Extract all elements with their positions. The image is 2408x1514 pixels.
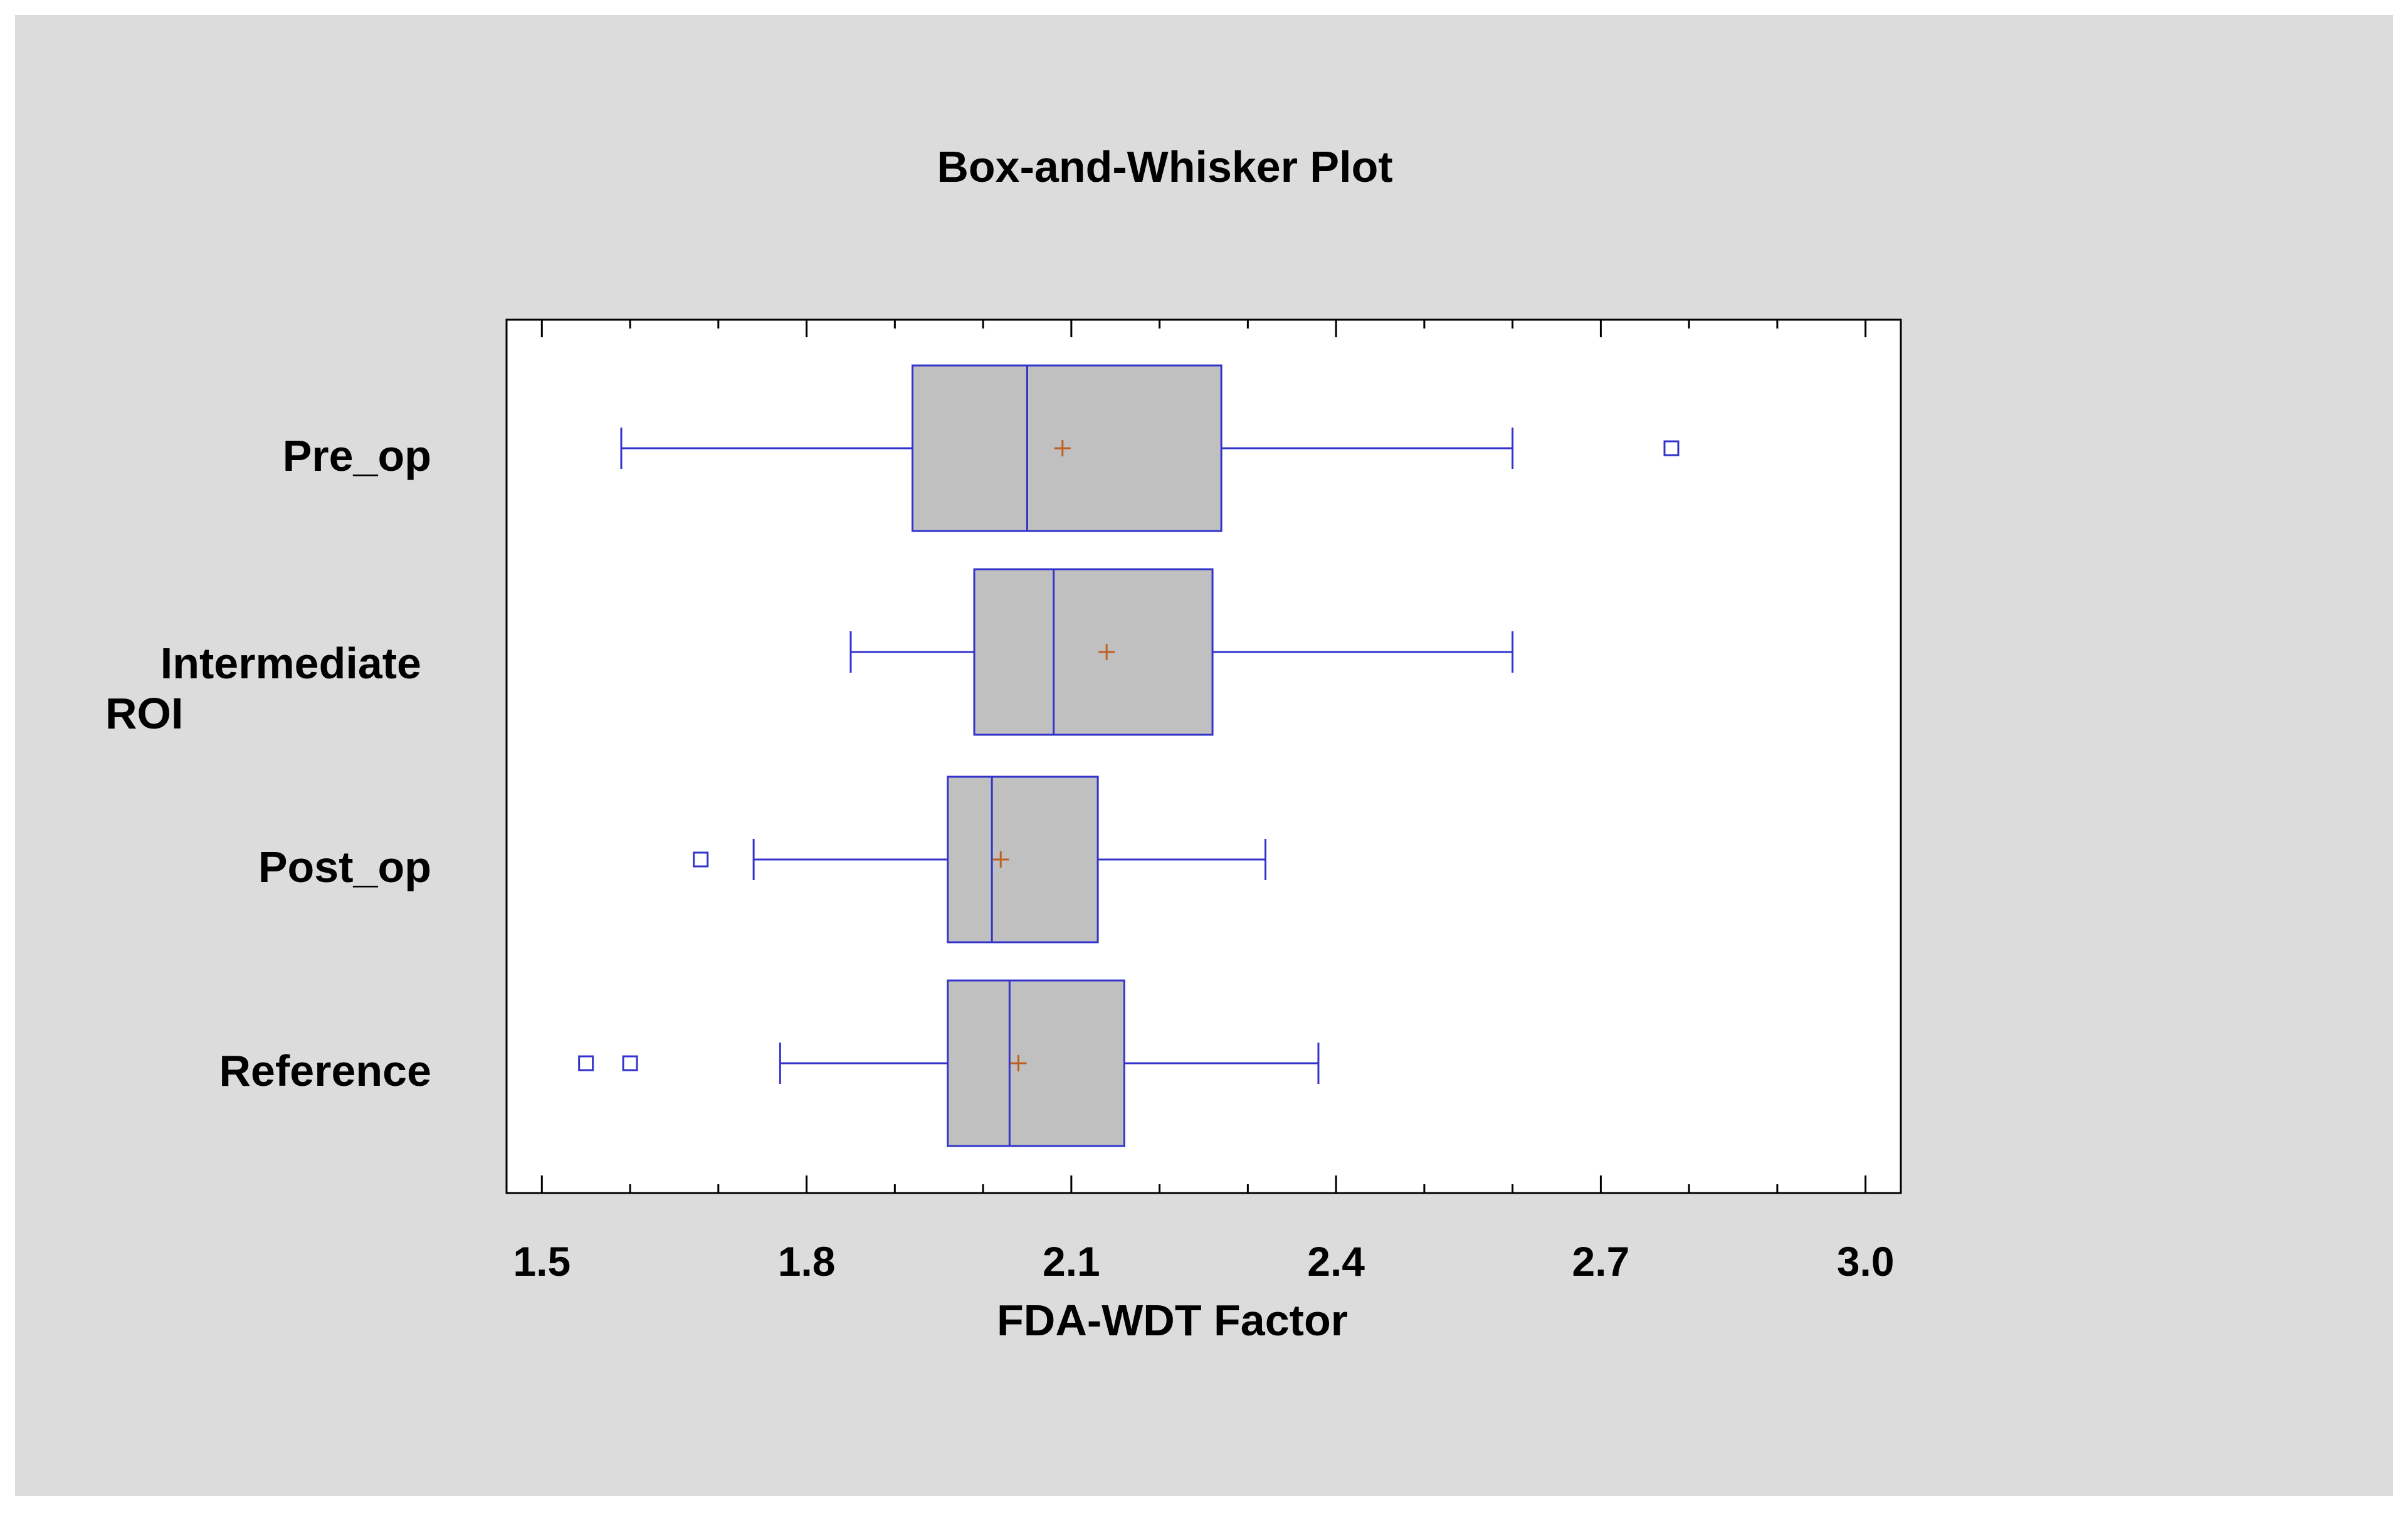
outlier-point (578, 1055, 594, 1071)
box-group (693, 775, 1267, 944)
x-axis-title: FDA-WDT Factor (997, 1296, 1348, 1345)
box-group (578, 979, 1320, 1147)
x-tick-labels: 1.5 1.8 2.1 2.4 2.7 3.0 (513, 1238, 1894, 1285)
x-tick-label: 1.8 (778, 1238, 836, 1285)
boxes-layer (578, 364, 1680, 1147)
x-tick-label: 2.4 (1307, 1238, 1365, 1285)
box-iqr (947, 979, 1125, 1147)
box-iqr (947, 775, 1099, 944)
axis-ticks (540, 320, 1867, 1193)
outlier-point (622, 1055, 638, 1071)
category-label-line1: Intermediate (160, 639, 421, 688)
x-tick-label: 2.1 (1043, 1238, 1100, 1285)
outlier-point (1663, 440, 1680, 456)
box-iqr (973, 568, 1214, 736)
chart-title: Box-and-Whisker Plot (937, 142, 1392, 191)
category-label: Reference (219, 1046, 431, 1095)
x-tick-label: 2.7 (1572, 1238, 1630, 1285)
box-group (620, 364, 1680, 532)
category-label: Post_op (258, 843, 431, 891)
category-label-line2: ROI (105, 689, 183, 738)
x-tick-label: 1.5 (513, 1238, 570, 1285)
outlier-point (693, 851, 709, 868)
x-tick-label: 3.0 (1837, 1238, 1895, 1285)
category-label: Pre_op (283, 431, 431, 480)
box-group (849, 568, 1514, 736)
